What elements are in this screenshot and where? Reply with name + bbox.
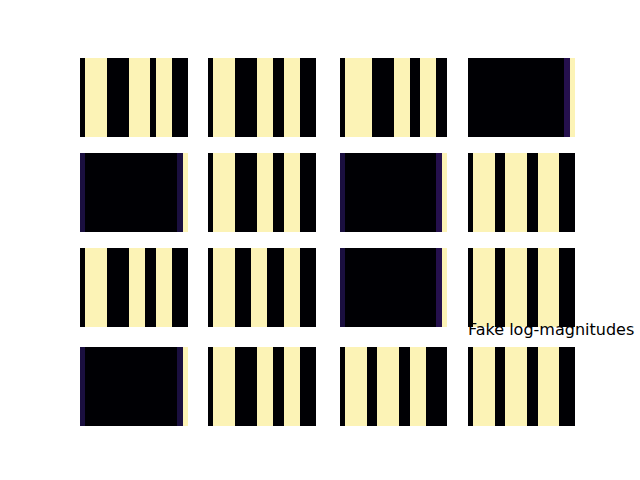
svg-text:Fake log-magnitudes: Fake log-magnitudes: [468, 320, 634, 339]
